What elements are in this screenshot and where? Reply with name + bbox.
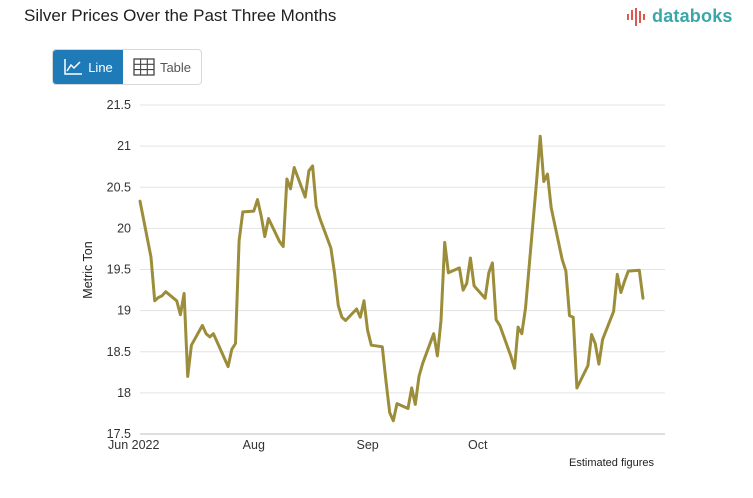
x-tick-label: Oct [468, 438, 488, 452]
y-tick-label: 21 [117, 139, 131, 153]
table-view-label: Table [159, 59, 192, 75]
databoks-logo-icon [627, 7, 645, 26]
chart-title: Silver Prices Over the Past Three Months [24, 6, 337, 25]
y-tick-label: 17.5 [107, 427, 131, 441]
y-tick-label: 19.5 [107, 263, 131, 277]
y-tick-label: 21.5 [107, 98, 131, 112]
x-tick-label: Aug [243, 438, 265, 452]
table-grid-icon [133, 58, 155, 76]
line-view-label: Line [88, 59, 113, 75]
grid-lines [140, 104, 665, 435]
line-view-button[interactable]: Line [53, 50, 123, 84]
x-tick-label: Jun 2022 [108, 438, 159, 452]
series-line [138, 134, 645, 423]
y-tick-label: 18.5 [107, 345, 131, 359]
y-tick-label: 18 [117, 386, 131, 400]
y-axis-ticks: 17.5 18 18.5 19 19.5 20 20.5 21 21.5 [107, 98, 131, 441]
brand-logo[interactable]: databoks [626, 6, 733, 27]
x-axis-ticks: Jun 2022 Aug Sep Oct [108, 438, 488, 452]
footnote: Estimated figures [569, 457, 654, 469]
table-view-button[interactable]: Table [123, 50, 201, 84]
y-tick-label: 20 [117, 221, 131, 235]
line-chart-icon [64, 59, 83, 75]
y-axis-title: Metric Ton [81, 241, 95, 298]
view-toggle: Line Table [52, 49, 202, 85]
brand-name: databoks [652, 6, 733, 26]
y-tick-label: 20.5 [107, 180, 131, 194]
y-tick-label: 19 [117, 304, 131, 318]
x-tick-label: Sep [356, 438, 378, 452]
